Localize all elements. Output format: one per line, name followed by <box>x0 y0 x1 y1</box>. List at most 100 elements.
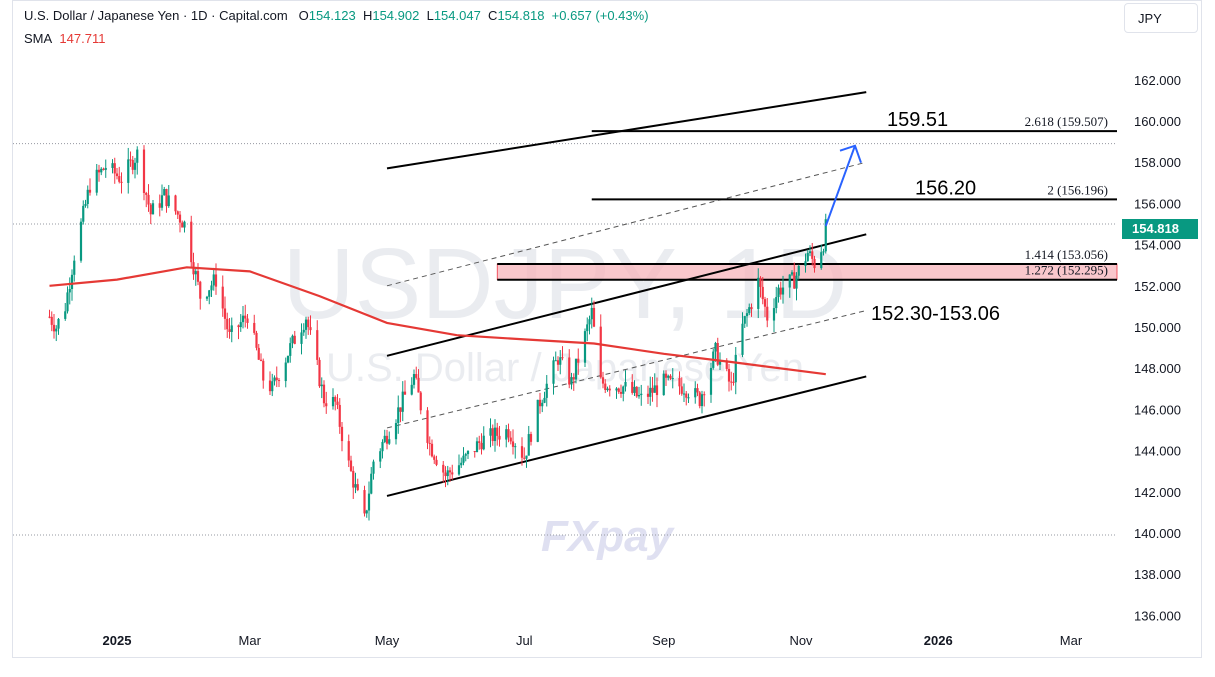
candle-body <box>788 274 791 288</box>
candle-body <box>637 395 641 397</box>
candle-body <box>379 451 382 462</box>
candle-body <box>457 465 461 475</box>
candle-body <box>133 162 137 170</box>
candle-body <box>55 328 58 332</box>
candle-body <box>340 426 344 442</box>
candle-body <box>687 397 690 399</box>
candle-body <box>811 251 814 259</box>
candle-body <box>100 168 103 173</box>
candle-body <box>473 450 476 453</box>
candle-body <box>775 297 778 309</box>
candle-body <box>70 274 74 289</box>
candle-body <box>813 258 816 269</box>
candle-body <box>48 316 51 318</box>
candle-body <box>498 435 501 440</box>
candle-body <box>304 319 308 330</box>
candle-body <box>262 360 265 381</box>
candle-body <box>743 316 746 324</box>
x-tick-label: Sep <box>652 633 675 648</box>
candle-body <box>50 316 53 325</box>
chart-frame <box>12 0 1202 658</box>
candle-body <box>588 319 591 325</box>
x-tick-label: Nov <box>789 633 813 648</box>
candle-body <box>302 329 305 333</box>
candle-body <box>52 324 56 332</box>
watermark-brand: FXpay <box>541 512 676 561</box>
candle-body <box>493 427 497 442</box>
candle-body <box>268 380 272 392</box>
candle-body <box>640 393 643 396</box>
candle-body <box>761 286 764 300</box>
candle-body <box>462 455 465 463</box>
candle-body <box>331 397 335 407</box>
candle-body <box>529 434 533 442</box>
sma-legend[interactable]: SMA 147.711 <box>24 31 105 46</box>
change-value: +0.657 (+0.43%) <box>551 8 649 23</box>
candle-body <box>496 427 499 436</box>
candle-body <box>568 357 571 385</box>
close-value: 154.818 <box>497 8 545 23</box>
candle-body <box>277 380 281 382</box>
candle-body <box>718 360 722 365</box>
channel-line-0 <box>386 375 867 497</box>
candle-body <box>151 203 155 215</box>
candle-body <box>419 392 422 411</box>
y-tick-label: 156.000 <box>1134 196 1181 211</box>
y-tick-label: 162.000 <box>1134 73 1181 88</box>
candle-body <box>451 472 454 475</box>
candle-body <box>129 159 132 161</box>
candle-body <box>370 473 373 494</box>
candle-body <box>714 342 717 352</box>
candle-body <box>732 381 735 383</box>
candle-body <box>505 429 508 440</box>
candle-body <box>82 205 85 222</box>
candle-body <box>253 322 256 333</box>
currency-button[interactable]: JPY <box>1124 3 1198 33</box>
candle-body <box>300 332 303 344</box>
candle-body <box>363 490 366 514</box>
candle-body <box>757 277 760 309</box>
candle-body <box>536 399 539 442</box>
x-tick-label: May <box>375 633 400 648</box>
candle-body <box>464 454 467 456</box>
candle-body <box>820 252 823 269</box>
candle-body <box>286 355 290 363</box>
candle-body <box>426 410 429 443</box>
candle-body <box>136 149 139 163</box>
candle-body <box>394 423 398 440</box>
candle-body <box>651 387 654 393</box>
candle-body <box>412 374 416 385</box>
candle-body <box>514 446 517 448</box>
candle-body <box>482 435 485 450</box>
candle-body <box>552 360 555 384</box>
x-tick-label: 2026 <box>924 633 953 648</box>
sma-value: 147.711 <box>59 31 106 46</box>
candle-body <box>73 260 76 275</box>
candle-body <box>228 329 231 332</box>
candle-body <box>559 357 562 365</box>
candle-body <box>118 176 121 182</box>
candle-body <box>649 387 652 397</box>
y-tick-label: 152.000 <box>1134 279 1181 294</box>
candle-body <box>167 195 170 207</box>
candle-body <box>212 274 215 286</box>
candle-body <box>352 470 355 488</box>
y-tick-label: 146.000 <box>1134 402 1181 417</box>
candle-body <box>388 439 391 444</box>
candle-body <box>273 377 276 382</box>
fib-ratio-label: 1.414 (153.056) <box>1025 247 1108 262</box>
candle-body <box>525 455 528 459</box>
candle-body <box>163 189 166 196</box>
candle-body <box>601 377 605 384</box>
candle-body <box>199 281 202 299</box>
candle-body <box>806 253 809 262</box>
candle-body <box>194 271 197 275</box>
candle-body <box>309 327 312 331</box>
candle-body <box>527 434 530 456</box>
candle-body <box>622 386 625 394</box>
candle-body <box>543 397 546 403</box>
candle-body <box>619 391 623 394</box>
candle-body <box>307 319 310 328</box>
candle-body <box>624 381 627 387</box>
